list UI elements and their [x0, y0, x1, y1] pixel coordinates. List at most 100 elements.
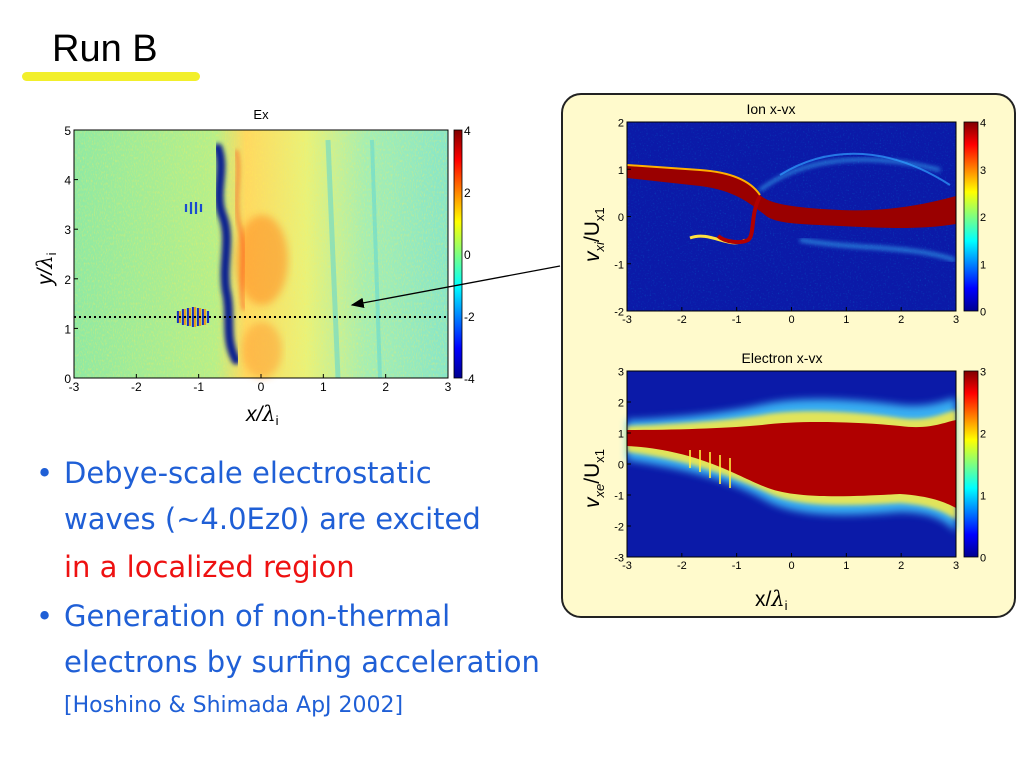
title-underline — [22, 72, 200, 81]
x-tick-label: 3 — [953, 314, 959, 326]
x-tick-label: 2 — [898, 314, 904, 326]
ex-xlabel: x/λi — [245, 402, 279, 428]
ex-title: Ex — [253, 107, 269, 122]
ion-beam-edge — [626, 164, 761, 196]
colorbar-tick-label: 2 — [980, 212, 986, 224]
bullet-2-line-1: Generation of non-thermal — [64, 599, 451, 633]
y-tick-label: -3 — [614, 553, 624, 565]
y-tick-label: 0 — [64, 372, 71, 386]
ex-shock-front — [213, 143, 241, 365]
colorbar-tick-label: -2 — [464, 310, 475, 324]
ex-stripe — [325, 139, 341, 379]
y-tick-label: 2 — [618, 118, 624, 130]
ion-beam — [627, 165, 956, 228]
bullet-1-line-1: Debye-scale electrostatic — [64, 456, 432, 490]
x-tick-label: -2 — [131, 380, 142, 394]
x-tick-label: -2 — [677, 560, 687, 572]
x-tick-label: 0 — [258, 380, 265, 394]
ex-stripe — [370, 139, 382, 379]
bullet-2-reference: [Hoshino & Shimada ApJ 2002] — [64, 693, 404, 718]
ion-filament — [799, 238, 956, 262]
ion-title: Ion x-vx — [746, 101, 795, 117]
colorbar-tick-label: 3 — [980, 367, 986, 379]
ion-colorbar — [963, 121, 979, 312]
ex-colorbar — [453, 129, 463, 379]
electron-heatmap — [626, 370, 957, 558]
x-tick-label: 0 — [788, 560, 794, 572]
y-tick-label: 1 — [618, 429, 624, 441]
bullet-1-highlight: in a localized region — [64, 550, 355, 584]
ion-colorbar-ticks: 4 3 2 1 0 — [980, 118, 986, 319]
electron-title: Electron x-vx — [742, 350, 823, 366]
y-tick-label: 3 — [618, 367, 624, 379]
electron-core — [627, 420, 956, 508]
x-tick-label: -2 — [677, 314, 687, 326]
ex-axes: -3 -2 -1 0 1 2 3 0 1 2 3 4 5 — [64, 124, 451, 394]
x-tick-label: -1 — [732, 314, 742, 326]
connector-arrow — [350, 265, 561, 308]
ex-colorbar-ticks: 4 2 0 -2 -4 — [464, 124, 475, 386]
colorbar-tick-label: 2 — [980, 429, 986, 441]
panel-xlabel: x/λi — [755, 587, 788, 613]
y-tick-label: -1 — [614, 259, 624, 271]
bullet-dot: • — [36, 599, 54, 633]
ion-filament — [759, 158, 941, 192]
x-tick-label: -3 — [622, 560, 632, 572]
y-tick-label: 1 — [618, 165, 624, 177]
x-tick-label: 1 — [320, 380, 327, 394]
colorbar-tick-label: 4 — [464, 124, 471, 138]
electron-colorbar-ticks: 3 2 1 0 — [980, 367, 986, 565]
colorbar-tick-label: 1 — [980, 491, 986, 503]
electron-streaks — [689, 450, 731, 488]
y-tick-label: -2 — [614, 522, 624, 534]
colorbar-tick-label: 0 — [980, 307, 986, 319]
bullet-1-line-2: waves (∼4.0Ez0) are excited — [64, 502, 481, 536]
slide-title: Run B — [52, 28, 158, 70]
ion-ylabel: vxi/Ux1 — [581, 207, 607, 262]
colorbar-tick-label: 3 — [980, 165, 986, 177]
colorbar-tick-label: 0 — [464, 248, 471, 262]
ion-loop — [716, 195, 762, 245]
x-tick-label: -3 — [69, 380, 80, 394]
x-tick-label: 1 — [843, 560, 849, 572]
ion-heatmap — [626, 121, 957, 312]
y-tick-label: 0 — [618, 460, 624, 472]
x-tick-label: -1 — [732, 560, 742, 572]
colorbar-tick-label: 0 — [980, 553, 986, 565]
y-tick-label: 4 — [64, 174, 71, 188]
y-tick-label: 1 — [64, 322, 71, 336]
colorbar-tick-label: 2 — [464, 186, 471, 200]
x-tick-label: -3 — [622, 314, 632, 326]
x-tick-label: 2 — [382, 380, 389, 394]
x-tick-label: 0 — [788, 314, 794, 326]
ex-hot-region-lower — [242, 322, 282, 378]
electron-ylabel: vxe/Ux1 — [581, 449, 607, 508]
y-tick-label: -2 — [614, 307, 624, 319]
y-tick-label: 2 — [618, 398, 624, 410]
x-tick-label: 1 — [843, 314, 849, 326]
ex-heatmap — [73, 129, 449, 379]
y-tick-label: 2 — [64, 273, 71, 287]
colorbar-tick-label: -4 — [464, 372, 475, 386]
ex-hot-region — [236, 215, 288, 305]
y-tick-label: 0 — [618, 212, 624, 224]
colorbar-tick-label: 4 — [980, 118, 986, 130]
x-tick-label: 3 — [953, 560, 959, 572]
electron-axes: -3 -2 -1 0 1 2 3 3 2 1 0 -1 -2 -3 — [614, 367, 959, 573]
electron-colorbar — [963, 370, 979, 558]
x-tick-label: -1 — [193, 380, 204, 394]
ion-filament — [779, 152, 951, 186]
colorbar-tick-label: 1 — [980, 259, 986, 271]
y-tick-label: -1 — [614, 491, 624, 503]
x-tick-label: 2 — [898, 560, 904, 572]
bullet-dot: • — [36, 456, 54, 490]
ex-ylabel: y/λi — [33, 252, 59, 287]
x-tick-label: 3 — [445, 380, 452, 394]
bullet-2-line-2: electrons by surfing acceleration — [64, 645, 540, 679]
ex-shock-red-edge — [234, 149, 246, 311]
y-tick-label: 5 — [64, 124, 71, 138]
y-tick-label: 3 — [64, 223, 71, 237]
